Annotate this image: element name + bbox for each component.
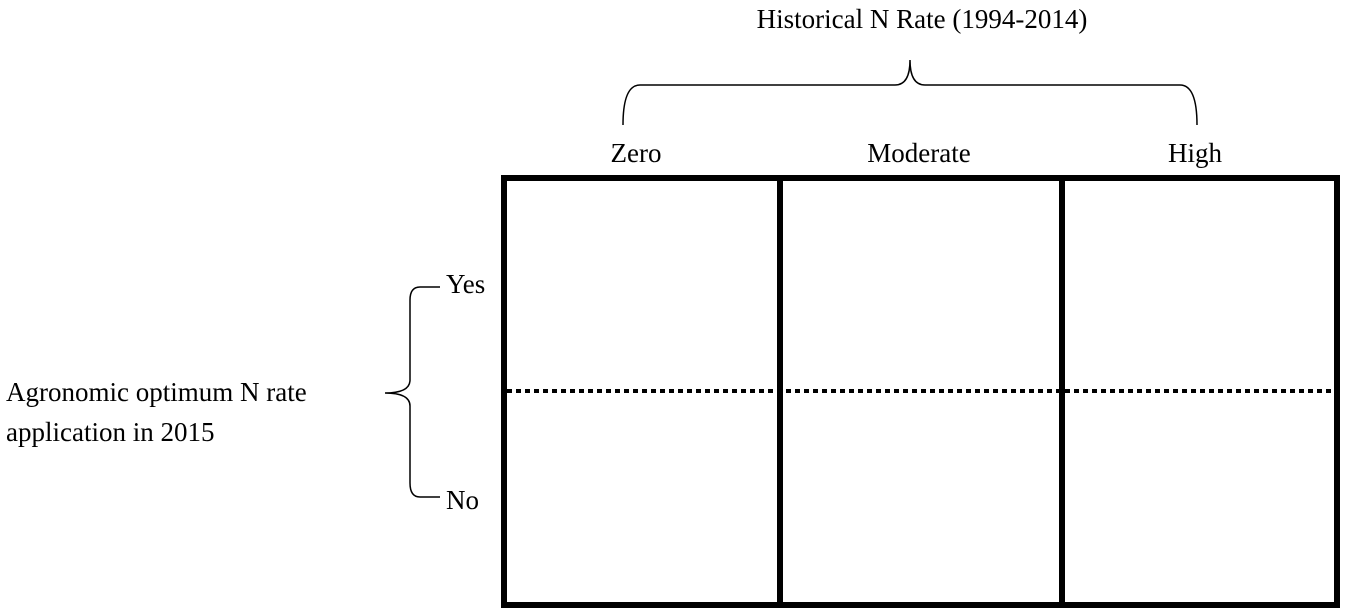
title: Historical N Rate (1994-2014) — [757, 4, 1088, 34]
grid-frame — [501, 175, 1340, 608]
row-label: No — [446, 485, 479, 515]
column-label: Moderate — [867, 138, 970, 168]
column-brace — [622, 59, 1198, 126]
column-label: Zero — [611, 138, 662, 168]
row-label: Yes — [446, 269, 485, 299]
row-brace — [384, 286, 440, 498]
column-label: High — [1168, 138, 1223, 168]
row-group-label: Agronomic optimum N rate — [6, 377, 307, 407]
row-group-label: application in 2015 — [6, 417, 214, 447]
